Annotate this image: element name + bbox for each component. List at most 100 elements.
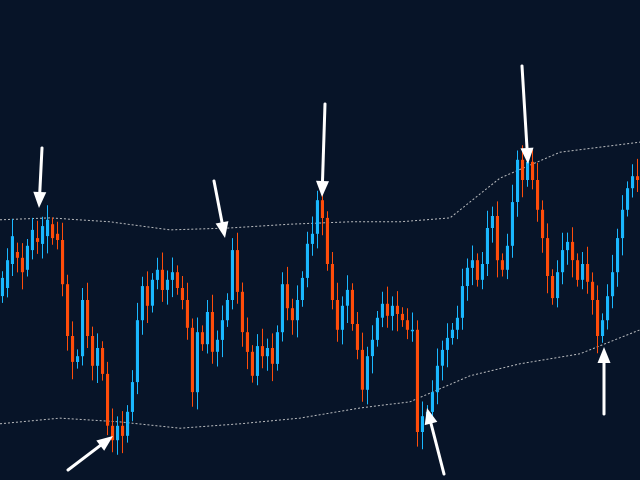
candle-bull — [130, 382, 134, 412]
candle-bull — [440, 349, 444, 366]
candle-bull — [556, 272, 560, 299]
sell-arrow-head — [33, 191, 47, 208]
candle-bull — [480, 264, 484, 280]
buy-arrow-shaft — [66, 444, 102, 472]
candle-bull — [76, 356, 80, 362]
sell-arrow-head — [215, 221, 229, 238]
candle-bear — [15, 252, 19, 258]
candle-bear — [350, 289, 354, 324]
candle-bull — [30, 229, 34, 251]
candle-bear — [121, 425, 125, 436]
candle-bear — [385, 303, 389, 316]
candle-bull — [230, 250, 234, 300]
candle-bear — [36, 238, 40, 242]
candle-bull — [305, 243, 309, 278]
signal-arrows — [33, 64, 611, 476]
candle-bear — [596, 300, 600, 336]
candle-bear — [145, 286, 149, 306]
envelope-bands — [0, 141, 640, 429]
candle-bull — [0, 277, 4, 297]
candle-bear — [101, 348, 105, 374]
candle-bull — [195, 332, 199, 393]
candle-bull — [390, 305, 394, 316]
candle-bull — [601, 320, 605, 336]
candle-bull — [505, 245, 509, 270]
candle-bull — [310, 233, 314, 244]
candle-bull — [6, 260, 10, 288]
candle-bear — [536, 180, 540, 210]
candle-bear — [245, 332, 249, 352]
candle-bull — [255, 346, 259, 376]
candle-bull — [420, 416, 424, 432]
candle-bull — [300, 277, 304, 300]
candle-bull — [41, 226, 45, 244]
candle-bear — [576, 260, 580, 280]
candle-bear — [51, 224, 55, 239]
candle-bull — [340, 305, 344, 330]
sell-arrow-shaft — [212, 179, 224, 224]
candle-bull — [345, 289, 349, 306]
candle-bull — [315, 200, 319, 234]
candle-bear — [66, 284, 70, 336]
candle-bear — [591, 281, 595, 300]
candle-bear — [400, 313, 404, 321]
upper-band-line — [0, 141, 640, 231]
sell-arrow-shaft — [321, 102, 327, 183]
candle-bear — [260, 346, 264, 357]
candle-bear — [250, 351, 254, 376]
candle-bull — [126, 411, 130, 436]
candle-bull — [380, 303, 384, 318]
candle-bear — [531, 161, 535, 180]
candle-bear — [285, 284, 289, 309]
candle-bear — [360, 349, 364, 390]
candle-bear — [355, 324, 359, 350]
candle-bear — [160, 269, 164, 290]
candle-bull — [561, 250, 565, 273]
candle-bear — [541, 209, 545, 239]
candle-bull — [215, 339, 219, 352]
candle-bear — [636, 176, 640, 180]
candle-bull — [155, 269, 159, 280]
candle-bull — [140, 286, 144, 321]
candle-bear — [325, 217, 329, 264]
candle-bear — [475, 260, 479, 280]
candle-bull — [490, 216, 494, 228]
candle-bear — [56, 233, 60, 240]
candle-bull — [81, 300, 85, 357]
candle-bull — [611, 272, 615, 297]
candle-bull — [450, 329, 454, 338]
sell-arrow-shaft — [520, 64, 529, 150]
sell-arrow-head — [316, 180, 329, 197]
candle-bear — [200, 332, 204, 345]
candle-bear — [91, 336, 95, 366]
candle-bull — [510, 202, 514, 246]
candle-bear — [415, 329, 419, 432]
candle-bull — [626, 188, 630, 210]
candle-bear — [106, 373, 110, 426]
candle-bear — [86, 300, 90, 336]
candle-bull — [606, 296, 610, 321]
candle-bear — [571, 241, 575, 261]
candle-bear — [71, 336, 75, 362]
candle-bull — [581, 264, 585, 280]
candle-bear — [395, 305, 399, 314]
candle-bull — [430, 392, 434, 412]
candle-bear — [235, 250, 239, 292]
candle-bull — [410, 329, 414, 332]
candle-bull — [265, 348, 269, 357]
buy-arrow-head — [597, 347, 611, 363]
candle-bear — [495, 216, 499, 261]
candle-bull — [445, 337, 449, 350]
candle-bull — [170, 272, 174, 280]
candle-bull — [280, 284, 284, 333]
candle-bear — [270, 348, 274, 364]
candle-bull — [295, 300, 299, 321]
candle-bear — [320, 200, 324, 218]
candle-bear — [521, 159, 525, 180]
candle-bull — [150, 279, 154, 306]
candle-bull — [46, 219, 50, 237]
candle-bear — [290, 308, 294, 321]
candle-bull — [135, 320, 139, 383]
candle-bull — [485, 228, 489, 264]
